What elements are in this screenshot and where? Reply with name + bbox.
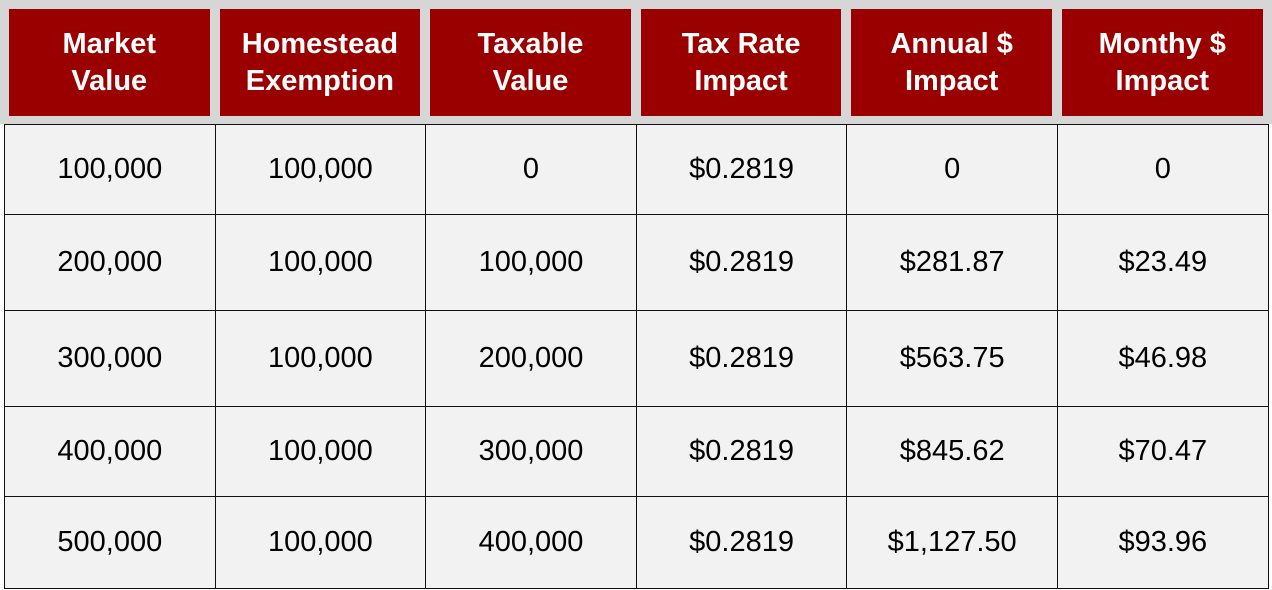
table-cell: 100,000: [214, 406, 427, 497]
table-cell: $70.47: [1057, 406, 1269, 497]
header-text: Impact: [1115, 64, 1210, 97]
table-cell: $1,127.50: [846, 496, 1058, 589]
table-cell: 100,000: [214, 124, 427, 215]
table-cell: $93.96: [1057, 496, 1269, 589]
table-cell: $46.98: [1057, 310, 1269, 407]
header-text: Exemption: [245, 64, 395, 97]
table-cell: 400,000: [425, 496, 637, 589]
table-cell: 400,000: [4, 406, 216, 497]
header-text: Taxable: [477, 27, 584, 60]
table-cell: 100,000: [4, 124, 216, 215]
table-cell: 200,000: [425, 310, 637, 407]
header-cell: Market Value: [9, 9, 210, 116]
header-text: Impact: [694, 64, 788, 97]
table-cell: 0: [846, 124, 1058, 215]
table-cell: 100,000: [425, 214, 637, 311]
table-cell: 100,000: [214, 496, 427, 589]
header-background: [0, 0, 1272, 124]
header-text: Impact: [904, 64, 999, 97]
header-cell: Taxable Value: [430, 9, 631, 116]
table-cell: 500,000: [4, 496, 216, 589]
table-cell: $281.87: [846, 214, 1058, 311]
table-cell: 100,000: [214, 310, 427, 407]
header-text: Market: [62, 27, 157, 60]
header-cell: Monthy $ Impact: [1062, 9, 1263, 116]
table-cell: 200,000: [4, 214, 216, 311]
table-cell: 100,000: [214, 214, 427, 311]
header-text: Value: [492, 64, 569, 97]
header-text: Homestead: [241, 27, 399, 60]
table-cell: 300,000: [425, 406, 637, 497]
table-cell: 0: [1057, 124, 1269, 215]
table-cell: $0.2819: [635, 214, 848, 311]
header-cell: Annual $ Impact: [851, 9, 1052, 116]
header-text: Value: [71, 64, 148, 97]
table-cell: $0.2819: [635, 406, 848, 497]
table-cell: $845.62: [846, 406, 1058, 497]
header-text: Monthy $: [1098, 27, 1226, 60]
table-cell: $0.2819: [635, 310, 848, 407]
header-text: Annual $: [890, 27, 1013, 60]
table-cell: $0.2819: [635, 496, 848, 589]
table-cell: 0: [425, 124, 637, 215]
table-cell: $563.75: [846, 310, 1058, 407]
header-text: Tax Rate: [681, 27, 801, 60]
table-cell: $0.2819: [635, 124, 848, 215]
table-cell: $23.49: [1057, 214, 1269, 311]
header-cell: Homestead Exemption: [219, 9, 421, 116]
table-cell: 300,000: [4, 310, 216, 407]
header-cell: Tax Rate Impact: [640, 9, 842, 116]
